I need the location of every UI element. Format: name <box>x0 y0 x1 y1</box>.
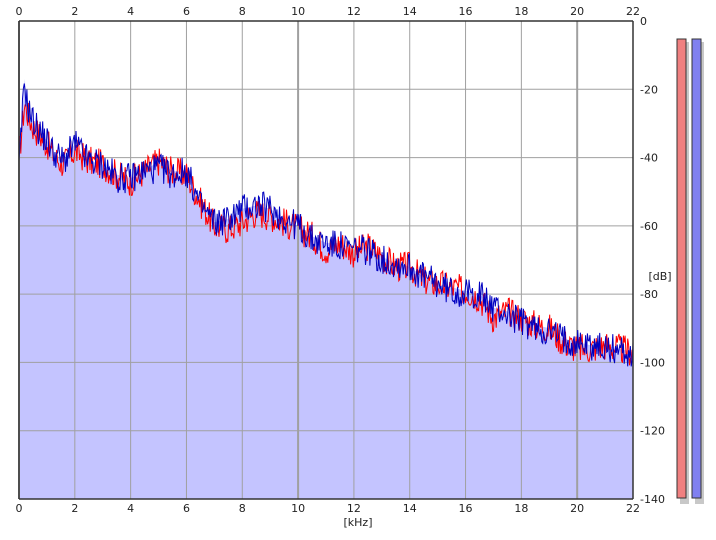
y-tick-label: -20 <box>640 83 658 96</box>
x-tick-label-bottom: 0 <box>16 502 23 515</box>
x-tick-label-top: 14 <box>403 5 417 18</box>
x-tick-label-bottom: 18 <box>514 502 528 515</box>
x-tick-label-top: 16 <box>459 5 473 18</box>
x-tick-label-top: 4 <box>127 5 134 18</box>
x-tick-label-bottom: 2 <box>71 502 78 515</box>
y-tick-label: -100 <box>640 356 665 369</box>
x-tick-label-bottom: 6 <box>183 502 190 515</box>
x-tick-label-bottom: 10 <box>291 502 305 515</box>
x-tick-label-bottom: 22 <box>626 502 640 515</box>
x-tick-label-top: 0 <box>16 5 23 18</box>
y-tick-label: -120 <box>640 425 665 438</box>
y-axis-label: [dB] <box>648 270 671 283</box>
series-line-blue <box>18 83 634 367</box>
spectrum-fill <box>19 79 633 499</box>
x-tick-label-top: 10 <box>291 5 305 18</box>
x-tick-label-top: 18 <box>514 5 528 18</box>
x-tick-label-bottom: 16 <box>459 502 473 515</box>
x-tick-label-bottom: 20 <box>570 502 584 515</box>
y-tick-label: 0 <box>640 15 647 28</box>
x-tick-label-bottom: 14 <box>403 502 417 515</box>
y-tick-label: -60 <box>640 220 658 233</box>
level-meter-bar <box>691 38 702 499</box>
x-tick-label-top: 20 <box>570 5 584 18</box>
x-tick-label-bottom: 4 <box>127 502 134 515</box>
level-meter-bar <box>676 38 687 499</box>
y-tick-label: -140 <box>640 493 665 506</box>
x-tick-label-top: 12 <box>347 5 361 18</box>
y-tick-label: -80 <box>640 288 658 301</box>
y-tick-label: -40 <box>640 152 658 165</box>
x-tick-label-top: 22 <box>626 5 640 18</box>
x-tick-label-bottom: 12 <box>347 502 361 515</box>
x-tick-label-top: 8 <box>239 5 246 18</box>
x-tick-label-top: 6 <box>183 5 190 18</box>
x-tick-label-bottom: 8 <box>239 502 246 515</box>
x-axis-label: [kHz] <box>344 516 373 529</box>
x-tick-label-top: 2 <box>71 5 78 18</box>
